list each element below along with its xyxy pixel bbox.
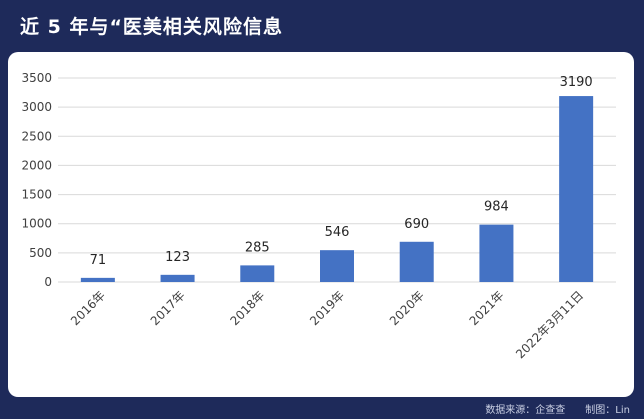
x-tick-label: 2016年 bbox=[68, 288, 108, 328]
x-tick-label: 2017年 bbox=[148, 288, 188, 328]
chart-panel: 0 500 1000 1500 2000 2500 3000 3500 71 2016年 123 20… bbox=[8, 52, 634, 397]
bar bbox=[399, 241, 434, 282]
bar-chart: 0 500 1000 1500 2000 2500 3000 3500 71 2016年 123 20… bbox=[21, 71, 616, 361]
y-tick-label: 1500 bbox=[21, 188, 52, 202]
data-label: 71 bbox=[90, 253, 107, 268]
y-tick-label: 0 bbox=[44, 275, 52, 289]
data-label: 123 bbox=[165, 250, 190, 265]
data-label: 3190 bbox=[560, 75, 593, 90]
data-label: 690 bbox=[404, 217, 429, 232]
bar bbox=[479, 224, 514, 282]
x-tick-label: 2018年 bbox=[227, 288, 267, 328]
data-label: 984 bbox=[484, 200, 509, 215]
y-tick-label: 3000 bbox=[21, 100, 52, 114]
y-tick-label: 500 bbox=[29, 246, 52, 260]
x-tick-label: 2019年 bbox=[307, 288, 347, 328]
y-tick-label: 1000 bbox=[21, 217, 52, 231]
bar bbox=[320, 250, 354, 282]
x-tick-label: 2020年 bbox=[387, 288, 427, 328]
x-tick-label: 2022年3月11日 bbox=[513, 288, 586, 361]
data-source-note: 数据来源：企查查 制图：Lin bbox=[485, 405, 630, 416]
bar bbox=[160, 274, 195, 282]
bar bbox=[80, 277, 115, 282]
y-tick-label: 2500 bbox=[21, 129, 52, 143]
chart-title: 近 5 年与“医美相关风险信息 bbox=[20, 16, 283, 38]
bar bbox=[240, 265, 275, 282]
y-tick-label: 3500 bbox=[21, 71, 52, 85]
bar bbox=[559, 96, 594, 282]
data-label: 546 bbox=[325, 225, 350, 240]
data-label: 285 bbox=[245, 240, 270, 255]
y-tick-label: 2000 bbox=[21, 158, 52, 172]
x-tick-label: 2021年 bbox=[467, 288, 507, 328]
